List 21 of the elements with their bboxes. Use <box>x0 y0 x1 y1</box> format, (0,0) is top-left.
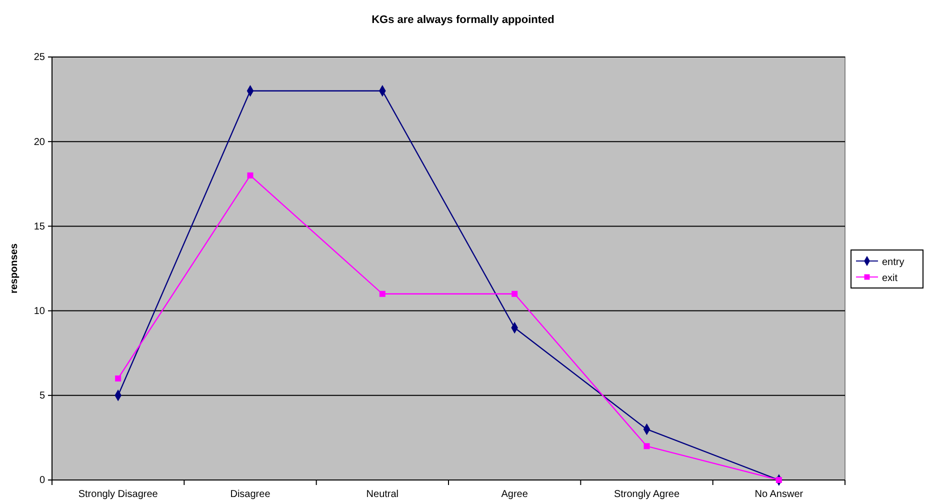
chart-title: KGs are always formally appointed <box>372 14 554 26</box>
x-tick-label: Neutral <box>366 489 399 500</box>
x-tick-label: Disagree <box>230 489 271 500</box>
legend-label: exit <box>882 273 898 284</box>
y-tick-label: 5 <box>39 390 46 402</box>
y-tick-label: 15 <box>34 221 46 232</box>
y-axis-title: responses <box>9 243 20 294</box>
y-tick-label: 25 <box>34 52 46 64</box>
legend-label: entry <box>882 257 904 268</box>
point <box>644 443 650 450</box>
x-tick-label: Strongly Agree <box>614 489 680 500</box>
x-tick-label: Strongly Disagree <box>78 489 158 500</box>
x-tick-label: Agree <box>501 489 528 500</box>
y-tick-label: 10 <box>34 306 46 317</box>
y-tick-label: 20 <box>34 136 46 148</box>
point <box>512 290 518 297</box>
point <box>247 172 254 178</box>
x-tick-label: No Answer <box>754 489 804 500</box>
point <box>379 290 386 297</box>
point <box>115 375 122 382</box>
y-tick-label: 0 <box>39 475 46 486</box>
